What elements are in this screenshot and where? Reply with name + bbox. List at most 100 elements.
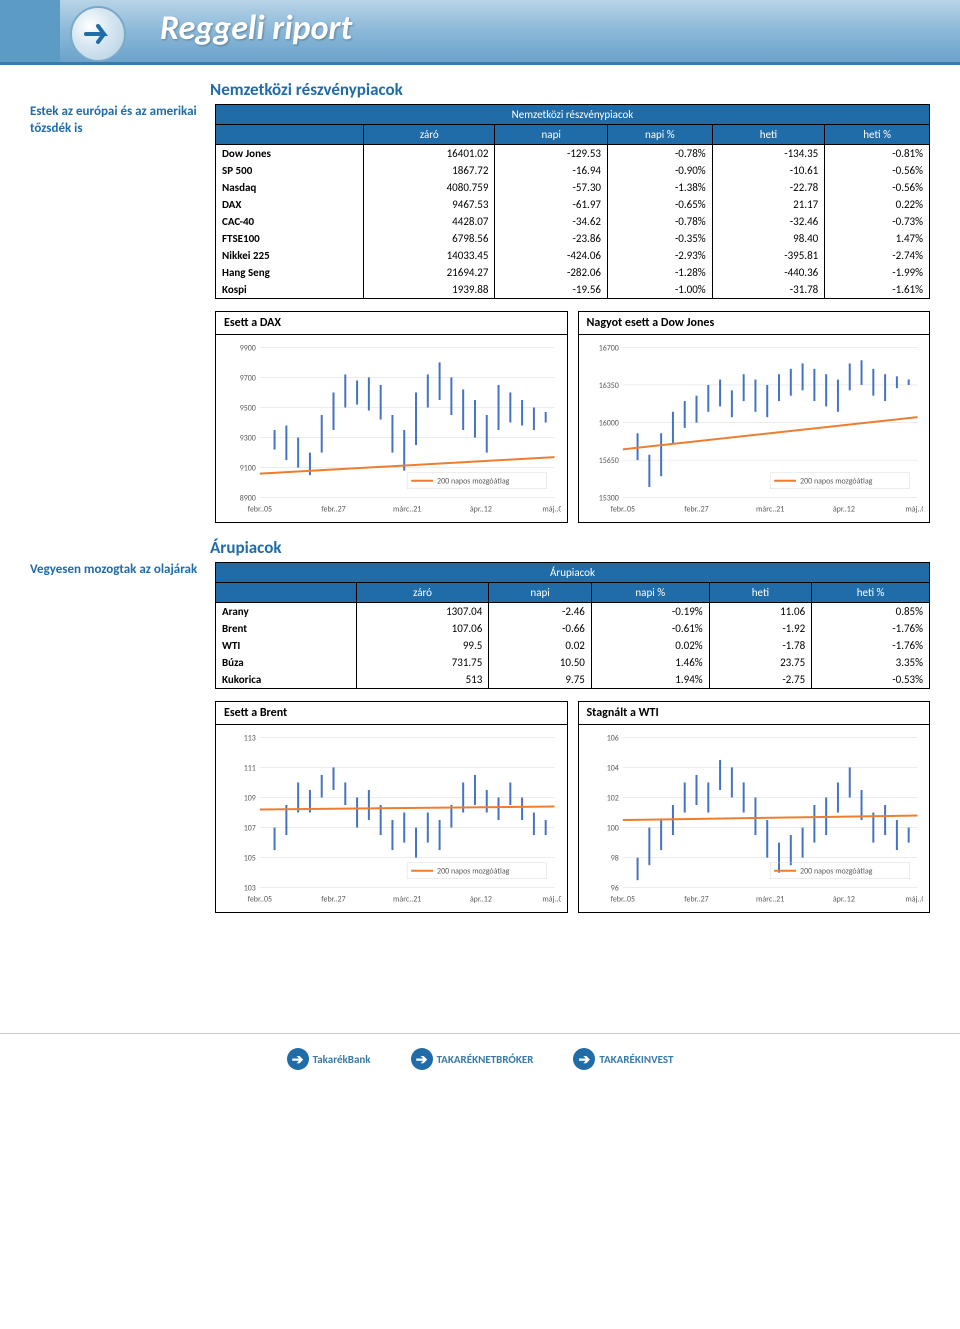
- table-cell: 3.35%: [812, 654, 930, 671]
- table-row: Dow Jones16401.02-129.53-0.78%-134.35-0.…: [216, 145, 930, 163]
- svg-text:máj..04: máj..04: [905, 895, 923, 905]
- svg-text:febr..27: febr..27: [321, 505, 345, 515]
- table-cell: -2.75: [709, 671, 812, 689]
- table-cell: -424.06: [495, 247, 608, 264]
- table-cell: -19.56: [495, 281, 608, 299]
- table-cell: -2.46: [489, 603, 592, 621]
- section-equities: Nemzetközi részvénypiacok Estek az európ…: [30, 79, 930, 299]
- svg-text:9500: 9500: [240, 403, 256, 413]
- table-cell: 513: [356, 671, 489, 689]
- table-cell: -16.94: [495, 162, 608, 179]
- table-cell: 0.85%: [812, 603, 930, 621]
- svg-text:febr..27: febr..27: [321, 895, 345, 905]
- chart-brent: Esett a Brent 113111109107105103febr..05…: [215, 701, 568, 913]
- chart-title: Esett a Brent: [216, 702, 567, 725]
- svg-text:113: 113: [244, 733, 256, 743]
- svg-text:márc..21: márc..21: [393, 895, 421, 905]
- table-row: CAC-404428.07-34.62-0.78%-32.46-0.73%: [216, 213, 930, 230]
- table-cell: 4428.07: [364, 213, 495, 230]
- table-cell: -31.78: [712, 281, 825, 299]
- svg-text:febr..05: febr..05: [610, 505, 634, 515]
- svg-text:104: 104: [606, 763, 618, 773]
- section-commodities: Árupiacok Vegyesen mozogtak az olajárak …: [30, 537, 930, 689]
- svg-text:103: 103: [244, 884, 256, 894]
- table-cell: 1939.88: [364, 281, 495, 299]
- svg-text:8900: 8900: [240, 494, 256, 504]
- arrow-icon: ➔: [287, 1048, 309, 1070]
- chart-title: Nagyot esett a Dow Jones: [579, 312, 930, 335]
- footer: ➔TakarékBank ➔TAKARÉKNETBRÓKER ➔TAKARÉKI…: [0, 1033, 960, 1084]
- footer-logo-takarekbank: ➔TakarékBank: [287, 1048, 371, 1070]
- table-cell: 9467.53: [364, 196, 495, 213]
- column-header: [216, 125, 364, 145]
- table-cell: -57.30: [495, 179, 608, 196]
- table-cell: 10.50: [489, 654, 592, 671]
- table-cell: -440.36: [712, 264, 825, 281]
- svg-text:9900: 9900: [240, 343, 256, 353]
- column-header: záró: [364, 125, 495, 145]
- svg-text:96: 96: [610, 884, 618, 894]
- table-cell: 1.94%: [591, 671, 709, 689]
- table-cell: -1.61%: [825, 281, 930, 299]
- table-cell: -0.35%: [607, 230, 712, 247]
- table-row: Kospi1939.88-19.56-1.00%-31.78-1.61%: [216, 281, 930, 299]
- svg-text:16700: 16700: [598, 343, 618, 353]
- table-cell: -0.78%: [607, 145, 712, 163]
- table-cell: 1.47%: [825, 230, 930, 247]
- column-header: heti: [709, 583, 812, 603]
- svg-text:febr..27: febr..27: [684, 895, 708, 905]
- table-cell: Hang Seng: [216, 264, 364, 281]
- table-cell: WTI: [216, 637, 357, 654]
- table-cell: -1.99%: [825, 264, 930, 281]
- table-cell: Nasdaq: [216, 179, 364, 196]
- section-title: Nemzetközi részvénypiacok: [210, 79, 930, 100]
- table-cell: 1867.72: [364, 162, 495, 179]
- table-row: Nasdaq4080.759-57.30-1.38%-22.78-0.56%: [216, 179, 930, 196]
- svg-text:16350: 16350: [598, 381, 618, 391]
- table-cell: -2.93%: [607, 247, 712, 264]
- column-header: napi %: [591, 583, 709, 603]
- report-title: Reggeli riport: [160, 8, 352, 49]
- svg-text:9100: 9100: [240, 464, 256, 474]
- column-header: napi %: [607, 125, 712, 145]
- column-header: [216, 583, 357, 603]
- equity-charts: Esett a DAX 990097009500930091008900febr…: [215, 311, 930, 523]
- svg-text:16000: 16000: [598, 419, 618, 429]
- table-cell: -2.74%: [825, 247, 930, 264]
- table-title: Árupiacok: [216, 563, 930, 583]
- table-cell: 21.17: [712, 196, 825, 213]
- chart-dax: Esett a DAX 990097009500930091008900febr…: [215, 311, 568, 523]
- table-row: DAX9467.53-61.97-0.65%21.170.22%: [216, 196, 930, 213]
- svg-text:200 napos mozgóátlag: 200 napos mozgóátlag: [800, 477, 873, 487]
- svg-text:200 napos mozgóátlag: 200 napos mozgóátlag: [437, 477, 510, 487]
- svg-text:máj..04: máj..04: [905, 505, 923, 515]
- table-cell: 14033.45: [364, 247, 495, 264]
- table-row: Hang Seng21694.27-282.06-1.28%-440.36-1.…: [216, 264, 930, 281]
- svg-text:9700: 9700: [240, 373, 256, 383]
- table-cell: 1.46%: [591, 654, 709, 671]
- table-row: Brent107.06-0.66-0.61%-1.92-1.76%: [216, 620, 930, 637]
- table-cell: Brent: [216, 620, 357, 637]
- table-cell: 107.06: [356, 620, 489, 637]
- table-cell: 21694.27: [364, 264, 495, 281]
- table-cell: 16401.02: [364, 145, 495, 163]
- table-cell: -61.97: [495, 196, 608, 213]
- svg-text:15300: 15300: [598, 494, 618, 504]
- table-cell: 23.75: [709, 654, 812, 671]
- column-header: heti %: [825, 125, 930, 145]
- table-cell: SP 500: [216, 162, 364, 179]
- table-cell: -1.76%: [812, 620, 930, 637]
- svg-text:111: 111: [244, 763, 256, 773]
- svg-text:109: 109: [244, 793, 256, 803]
- commodity-charts: Esett a Brent 113111109107105103febr..05…: [215, 701, 930, 913]
- table-cell: FTSE100: [216, 230, 364, 247]
- svg-text:ápr..12: ápr..12: [832, 505, 854, 515]
- equities-table: Nemzetközi részvénypiacok zárónapinapi %…: [215, 104, 930, 299]
- svg-text:105: 105: [244, 854, 256, 864]
- table-cell: 98.40: [712, 230, 825, 247]
- column-header: heti %: [812, 583, 930, 603]
- svg-text:106: 106: [606, 733, 618, 743]
- table-cell: -0.19%: [591, 603, 709, 621]
- table-cell: Arany: [216, 603, 357, 621]
- table-row: Búza731.7510.501.46%23.753.35%: [216, 654, 930, 671]
